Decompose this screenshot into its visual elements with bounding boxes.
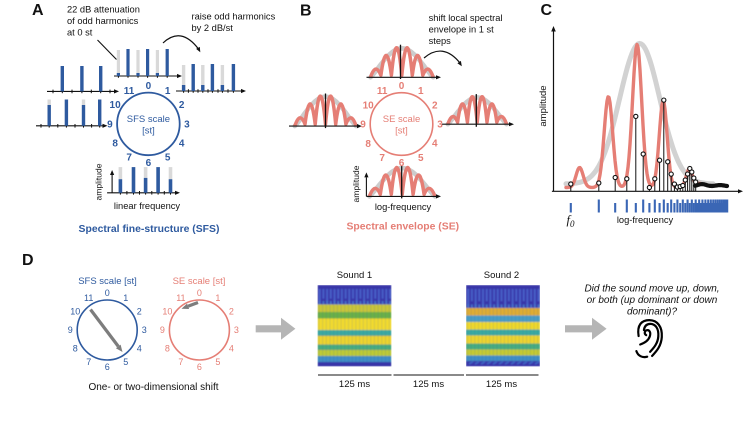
svg-text:B: B [300,3,312,20]
svg-text:Spectral fine-structure (SFS): Spectral fine-structure (SFS) [79,224,220,235]
svg-text:11: 11 [124,86,135,97]
svg-text:[st]: [st] [395,126,408,137]
svg-text:9: 9 [360,120,366,131]
svg-text:steps: steps [429,36,452,46]
svg-text:5: 5 [123,357,128,367]
svg-text:A: A [32,2,44,19]
svg-text:9: 9 [160,325,165,335]
svg-text:SE scale: SE scale [383,114,421,125]
svg-text:7: 7 [178,357,183,367]
svg-text:linear frequency: linear frequency [114,201,181,211]
svg-text:or both (up dominant or down: or both (up dominant or down [587,295,718,306]
svg-text:[st]: [st] [142,125,155,136]
svg-text:2: 2 [229,307,234,317]
svg-text:11: 11 [176,293,185,303]
svg-text:1: 1 [123,293,128,303]
svg-text:dominant)?: dominant)? [627,307,677,318]
svg-text:Sound 2: Sound 2 [484,270,519,281]
svg-text:9: 9 [68,325,73,335]
svg-text:10: 10 [363,100,375,111]
svg-text:5: 5 [215,357,220,367]
svg-text:6: 6 [105,362,110,372]
svg-text:1: 1 [215,293,220,303]
svg-text:SFS scale [st]: SFS scale [st] [78,276,137,287]
svg-text:by 2 dB/st: by 2 dB/st [192,23,234,33]
svg-text:0: 0 [399,81,405,92]
svg-text:envelope in 1 st: envelope in 1 st [429,25,495,35]
svg-text:10: 10 [70,307,80,317]
svg-text:6: 6 [197,362,202,372]
svg-text:raise odd harmonics: raise odd harmonics [192,12,276,22]
svg-text:f0: f0 [567,213,575,229]
svg-text:Spectral envelope (SE): Spectral envelope (SE) [346,222,459,233]
svg-text:6: 6 [146,158,152,169]
svg-text:log-frequency: log-frequency [375,202,432,212]
svg-text:7: 7 [86,357,91,367]
svg-text:0: 0 [197,288,202,298]
svg-text:8: 8 [165,344,170,354]
svg-text:5: 5 [165,153,171,164]
svg-text:3: 3 [234,325,239,335]
svg-text:11: 11 [84,293,93,303]
svg-text:amplitude: amplitude [94,163,104,200]
svg-text:125 ms: 125 ms [339,379,370,390]
svg-text:2: 2 [137,307,142,317]
svg-text:SE scale [st]: SE scale [st] [173,276,226,287]
svg-text:8: 8 [365,139,371,150]
svg-text:of odd harmonics: of odd harmonics [67,16,139,26]
svg-text:6: 6 [399,158,405,169]
svg-text:amplitude: amplitude [538,85,549,126]
svg-text:0: 0 [146,81,152,92]
svg-text:22 dB attenuation: 22 dB attenuation [67,5,140,15]
svg-text:4: 4 [137,344,142,354]
svg-text:2: 2 [179,100,185,111]
svg-text:One- or two-dimensional shift: One- or two-dimensional shift [88,382,218,393]
svg-text:shift local spectral: shift local spectral [429,13,503,23]
svg-text:10: 10 [110,100,122,111]
svg-text:8: 8 [112,139,118,150]
svg-text:C: C [541,2,553,19]
svg-text:8: 8 [73,344,78,354]
svg-text:9: 9 [107,119,113,130]
svg-text:at 0 st: at 0 st [67,28,93,38]
svg-text:7: 7 [379,153,385,164]
svg-text:125 ms: 125 ms [486,379,517,390]
svg-text:0: 0 [105,288,110,298]
svg-text:4: 4 [432,139,438,150]
svg-text:4: 4 [179,139,185,150]
svg-text:log-frequency: log-frequency [617,215,674,225]
svg-text:4: 4 [229,344,234,354]
svg-text:amplitude: amplitude [351,165,361,202]
svg-text:125 ms: 125 ms [413,379,444,390]
svg-text:Did the sound move up, down,: Did the sound move up, down, [584,284,719,295]
svg-text:3: 3 [142,325,147,335]
svg-text:5: 5 [418,153,424,164]
svg-text:2: 2 [432,100,438,111]
svg-text:1: 1 [418,86,424,97]
svg-text:SFS scale: SFS scale [127,114,170,125]
svg-text:3: 3 [437,120,443,131]
svg-text:11: 11 [377,86,388,97]
svg-text:10: 10 [162,307,172,317]
svg-text:Sound 1: Sound 1 [337,270,372,281]
svg-text:1: 1 [165,86,171,97]
svg-text:D: D [22,252,34,269]
svg-text:3: 3 [184,119,190,130]
svg-text:7: 7 [126,153,132,164]
